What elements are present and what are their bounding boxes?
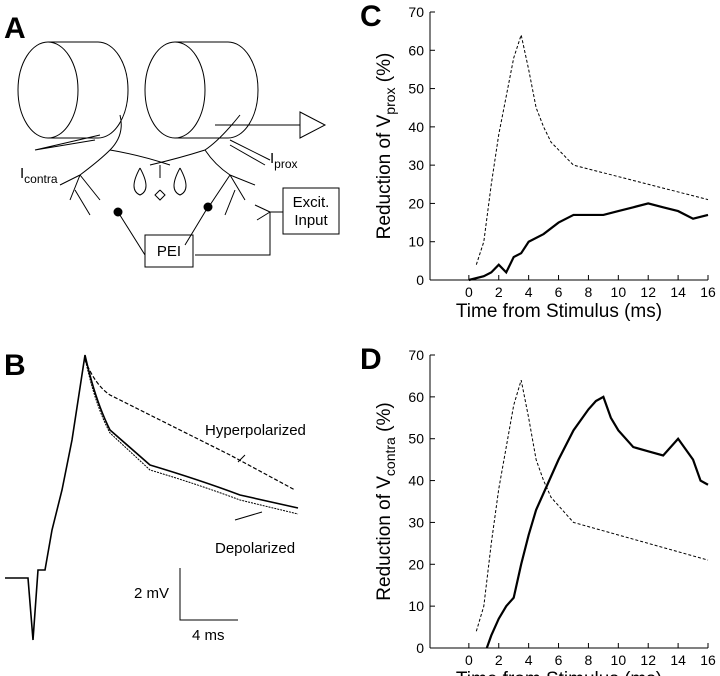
y-tick-label: 0 (416, 272, 424, 288)
x-tick-label: 2 (495, 284, 503, 300)
y-label-unit: (%) (374, 402, 395, 437)
trace-label: Hyperpolarized (205, 422, 306, 439)
current-symbol: I (20, 165, 24, 182)
x-tick-label: 12 (640, 652, 656, 668)
y-tick-label: 20 (408, 556, 424, 572)
y-tick-label: 40 (408, 119, 424, 135)
current-label: Icontra (20, 165, 58, 186)
scale-bar (179, 568, 238, 621)
current-label: Iprox (270, 150, 298, 171)
trace-label: Depolarized (215, 540, 295, 557)
x-tick-label: 16 (700, 652, 716, 668)
x-tick-label: 10 (611, 652, 627, 668)
y-tick-label: 60 (408, 389, 424, 405)
scale-label: 4 ms (192, 627, 225, 644)
panel-label: C (360, 0, 382, 33)
x-tick-label: 8 (585, 652, 593, 668)
y-tick-label: 0 (416, 640, 424, 656)
y-label-sub: contra (382, 437, 398, 476)
x-tick-label: 6 (555, 652, 563, 668)
data-line (485, 395, 709, 649)
y-tick-label: 40 (408, 473, 424, 489)
y-tick-label: 70 (408, 347, 424, 363)
y-label-main: Reduction of V (374, 114, 395, 239)
x-tick-label: 6 (555, 284, 563, 300)
x-tick-label: 14 (670, 652, 686, 668)
data-line (468, 202, 709, 282)
input-label: Input (294, 212, 328, 229)
x-tick-label: 4 (525, 652, 533, 668)
y-label-sub: prox (382, 87, 398, 114)
x-tick-label: 12 (640, 284, 656, 300)
y-tick-label: 50 (408, 81, 424, 97)
x-tick-label: 8 (585, 284, 593, 300)
y-tick-label: 50 (408, 431, 424, 447)
neuron-diagram (17, 41, 340, 268)
pei-label: PEI (157, 243, 181, 260)
data-line (475, 33, 709, 265)
current-subscript: contra (24, 172, 58, 186)
current-subscript: prox (274, 157, 297, 171)
y-tick-label: 10 (408, 598, 424, 614)
x-axis-label: Time from Stimulus (ms) (456, 301, 662, 322)
y-tick-label: 10 (408, 234, 424, 250)
x-axis-label: Time from Stimulus (ms) (456, 669, 662, 676)
y-tick-label: 30 (408, 514, 424, 530)
y-label-unit: (%) (374, 53, 395, 88)
x-tick-label: 14 (670, 284, 686, 300)
x-tick-label: 0 (465, 652, 473, 668)
y-tick-label: 60 (408, 42, 424, 58)
x-tick-label: 0 (465, 284, 473, 300)
x-tick-label: 16 (700, 284, 716, 300)
current-symbol: I (270, 150, 274, 167)
data-line (475, 379, 709, 632)
x-tick-label: 4 (525, 284, 533, 300)
panel-label: A (4, 12, 26, 45)
x-tick-label: 2 (495, 652, 503, 668)
x-tick-label: 10 (611, 284, 627, 300)
scale-label: 2 mV (134, 585, 169, 602)
panel-label: B (4, 349, 26, 382)
annotation-arrow (234, 454, 263, 521)
y-tick-label: 30 (408, 157, 424, 173)
voltage-traces (5, 354, 299, 641)
y-tick-label: 20 (408, 195, 424, 211)
y-axis-label: Reduction of Vcontra (%) (374, 402, 398, 600)
input-label: Excit. (293, 194, 330, 211)
y-tick-label: 70 (408, 4, 424, 20)
panel-label: D (360, 343, 382, 376)
y-label-main: Reduction of V (374, 476, 395, 601)
y-axis-label: Reduction of Vprox (%) (374, 53, 398, 240)
